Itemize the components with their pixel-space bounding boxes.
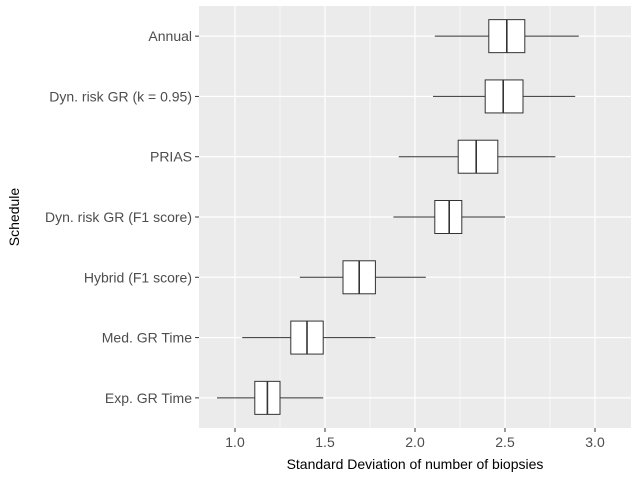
box-iqr	[484, 79, 524, 114]
x-axis-title: Standard Deviation of number of biopsies	[287, 456, 544, 472]
y-tick-label: Annual	[148, 28, 192, 44]
y-axis-title: Schedule	[6, 188, 22, 247]
box-0	[434, 19, 579, 54]
axes: 1.0 1.5 2.0 2.5 3.0 Annual Dyn. risk GR (k = 0…	[45, 28, 605, 450]
y-tick-label: Hybrid (F1 score)	[84, 269, 192, 285]
box-3	[393, 200, 505, 234]
boxes	[217, 19, 579, 415]
y-tick-label: Dyn. risk GR (k = 0.95)	[49, 88, 192, 104]
box-iqr	[457, 139, 499, 174]
y-tick-label: PRIAS	[150, 149, 192, 165]
box-iqr	[434, 200, 463, 234]
x-tick-label: 2.0	[405, 434, 425, 450]
x-tick-label: 1.5	[315, 434, 335, 450]
box-1	[433, 79, 576, 114]
box-6	[217, 380, 324, 415]
box-5	[242, 320, 376, 355]
y-tick-label: Med. GR Time	[102, 330, 192, 346]
box-2	[398, 139, 556, 174]
y-tick-label: Dyn. risk GR (F1 score)	[45, 209, 192, 225]
x-tick-label: 3.0	[585, 434, 605, 450]
box-4	[299, 260, 426, 295]
x-tick-label: 2.5	[495, 434, 515, 450]
x-tick-label: 1.0	[225, 434, 245, 450]
y-tick-label: Exp. GR Time	[105, 390, 192, 406]
